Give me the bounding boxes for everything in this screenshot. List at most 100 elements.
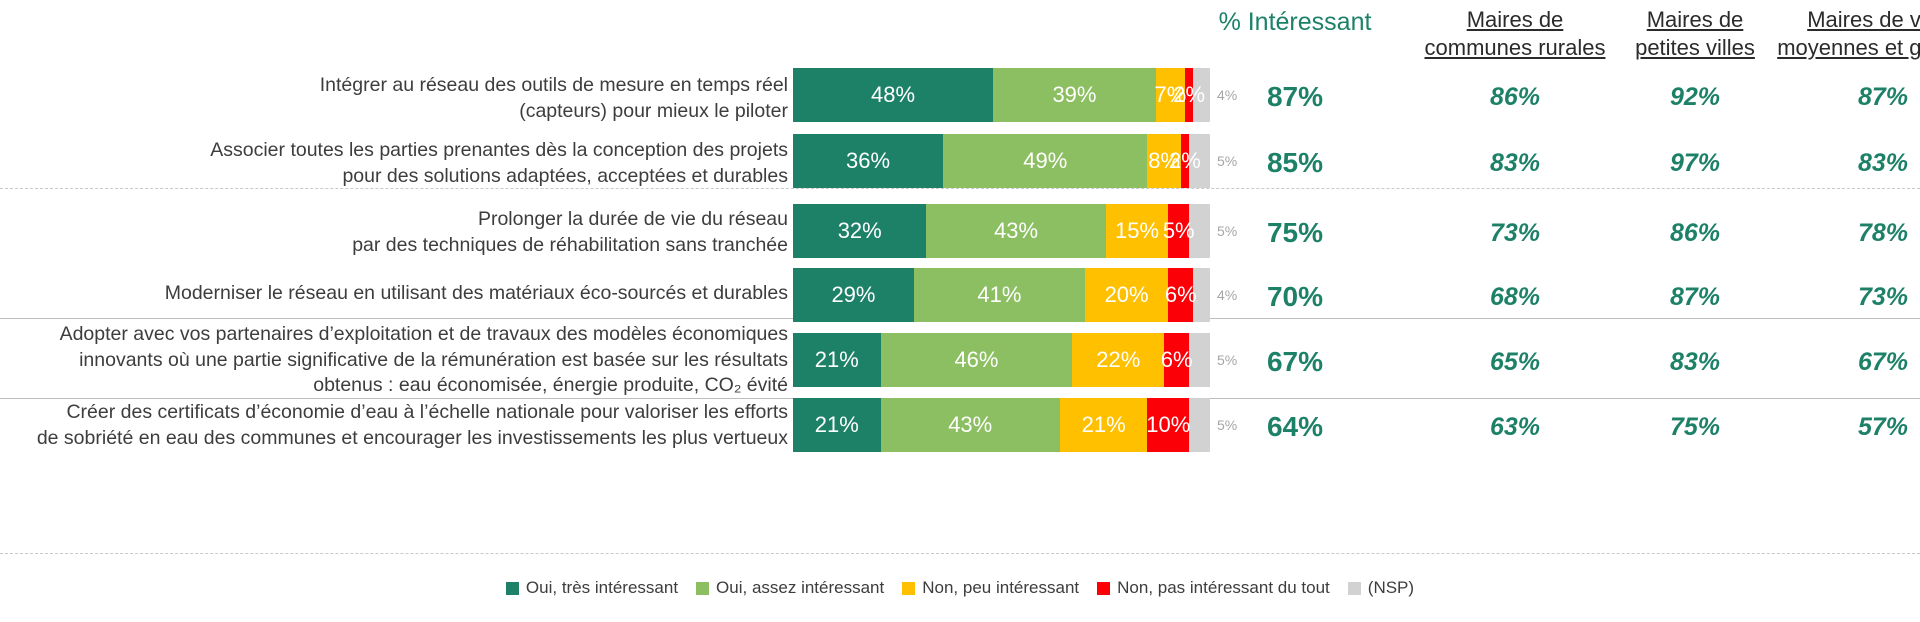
bar-segment-assez: 41% [913, 268, 1085, 322]
total-interessant-value: 64% [1266, 411, 1324, 442]
bar-segment-pas: 2% [1173, 68, 1205, 122]
bar-segment-label-nsp: 4% [1216, 87, 1238, 103]
bar-segment-label: 43% [948, 412, 993, 437]
stacked-bar: 29% 41% 20% 6% 4% [793, 268, 1237, 322]
bar-segment-label: 48% [871, 82, 916, 107]
legend-label: (NSP) [1367, 578, 1415, 597]
bar-segment-label-nsp: 5% [1216, 223, 1238, 239]
stacked-bar: 36% 49% 8% 2% 5% [793, 134, 1237, 188]
bar-segment-label: 5% [1162, 218, 1195, 243]
bar-segment-label: 6% [1164, 282, 1197, 307]
bar-segment-nsp: 5% [1189, 134, 1237, 188]
bar-segment-tres: 21% [793, 333, 881, 387]
breakdown-value-col2: 73% [1857, 283, 1909, 311]
bar-segment-label: 2% [1169, 148, 1201, 173]
row-label-line: Associer toutes les parties prenantes dè… [210, 139, 788, 161]
breakdown-value-col2: 57% [1857, 413, 1909, 441]
row-label: Prolonger la durée de vie du réseau par d… [0, 207, 788, 258]
row-label: Adopter avec vos partenaires d’exploitat… [0, 322, 788, 399]
breakdown-value-col0: 63% [1489, 413, 1541, 441]
breakdown-value-col0: 86% [1489, 83, 1541, 111]
bar-segment-tres: 36% [793, 134, 944, 188]
legend-swatch-icon [1097, 581, 1111, 595]
bar-segment-tres: 21% [793, 398, 881, 452]
breakdown-value-col2: 78% [1857, 219, 1909, 247]
bar-segment-label: 21% [814, 412, 859, 437]
legend-item[interactable]: Oui, assez intéressant [696, 578, 884, 598]
bar-segment-assez: 39% [993, 68, 1156, 122]
header-column-line2: petites villes [1635, 34, 1755, 60]
bar-segment-label: 21% [814, 347, 859, 372]
row-label: Intégrer au réseau des outils de mesure … [0, 73, 788, 124]
total-interessant-value: 67% [1266, 346, 1324, 377]
bar-segment-nsp: 5% [1189, 398, 1237, 452]
legend-swatch-icon [1347, 581, 1361, 595]
bar-segment-label: 6% [1160, 347, 1193, 372]
row-label-line: (capteurs) pour mieux le piloter [519, 99, 788, 122]
bar-segment-label-nsp: 5% [1216, 352, 1238, 368]
legend-swatch-icon [696, 581, 710, 595]
total-interessant-value: 70% [1266, 281, 1324, 312]
breakdown-value-col0: 83% [1489, 149, 1541, 177]
legend-label: Oui, très intéressant [525, 578, 679, 597]
breakdown-value-col2: 87% [1857, 83, 1909, 111]
row-label-line: innovants où une partie significative de… [79, 348, 788, 371]
row-label-line: Intégrer au réseau des outils de mesure … [319, 74, 788, 96]
bar-segment-nsp: 5% [1189, 204, 1237, 258]
breakdown-value-col1: 87% [1669, 283, 1721, 311]
bar-segment-label-nsp: 5% [1216, 153, 1238, 169]
bar-segment-pas: 6% [1165, 268, 1197, 322]
legend-item[interactable]: Oui, très intéressant [505, 578, 679, 598]
legend-label: Non, pas intéressant du tout [1117, 578, 1330, 597]
bar-segment-peu: 21% [1059, 398, 1148, 452]
row-label-line: de sobriété en eau des communes et encou… [36, 426, 788, 449]
bar-segment-pas: 5% [1163, 204, 1195, 258]
stacked-bar: 48% 39% 7% 2% 4% [793, 68, 1237, 122]
breakdown-value-col1: 97% [1669, 149, 1721, 177]
bar-segment-assez: 43% [880, 398, 1060, 452]
bar-segment-pas: 10% [1146, 398, 1191, 452]
row-label-line: Moderniser le réseau en utilisant des ma… [164, 282, 788, 304]
row-label-line: pour des solutions adaptées, acceptées e… [342, 164, 788, 187]
bar-segment-tres: 29% [793, 268, 914, 322]
bar-segment-label: 46% [954, 347, 999, 372]
bar-segment-tres: 32% [793, 204, 927, 258]
legend-item[interactable]: Non, pas intéressant du tout [1097, 578, 1330, 598]
legend-label: Non, peu intéressant [922, 578, 1080, 597]
bar-segment-label: 10% [1146, 412, 1191, 437]
bar-segment-nsp: 4% [1193, 268, 1237, 322]
bar-segment-assez: 46% [880, 333, 1073, 387]
chart-legend: Oui, très intéressant Oui, assez intéress… [0, 578, 1920, 598]
header-column-petites-villes: Maires de petites villes [1605, 6, 1785, 61]
stacked-bar: 21% 43% 21% 10% 5% [793, 398, 1237, 452]
bar-segment-label: 43% [994, 218, 1039, 243]
bar-segment-label: 22% [1096, 347, 1141, 372]
bar-segment-label: 29% [831, 282, 876, 307]
row-label-line: par des techniques de réhabilitation san… [352, 233, 788, 256]
row-label: Associer toutes les parties prenantes dè… [0, 138, 788, 189]
row-label: Créer des certificats d’économie d’eau à… [0, 400, 788, 451]
row-label: Moderniser le réseau en utilisant des ma… [0, 281, 788, 307]
stacked-bar: 21% 46% 22% 6% 5% [793, 333, 1237, 387]
bar-segment-label: 2% [1173, 82, 1206, 107]
header-column-line1: Maires de [1646, 7, 1744, 32]
bar-segment-label: 8% [1148, 148, 1181, 173]
legend-item[interactable]: Non, peu intéressant [902, 578, 1079, 598]
bar-segment-label: 20% [1104, 282, 1149, 307]
bar-segment-nsp: 5% [1189, 333, 1237, 387]
legend-swatch-icon [902, 581, 916, 595]
bar-segment-label: 39% [1052, 82, 1097, 107]
header-column-villes-moyennes-grandes: Maires de villes moyennes et grandes [1768, 6, 1920, 61]
bar-segment-label: 7% [1154, 82, 1187, 107]
bar-segment-assez: 43% [926, 204, 1106, 258]
breakdown-value-col0: 68% [1489, 283, 1541, 311]
chart-header: % Intéressant Maires de communes rurales… [0, 0, 1920, 70]
bar-segment-peu: 20% [1084, 268, 1169, 322]
bar-segment-label: 21% [1081, 412, 1126, 437]
legend-item[interactable]: (NSP) [1347, 578, 1415, 598]
bar-segment-peu: 8% [1147, 134, 1181, 188]
bar-segment-label: 36% [846, 148, 891, 173]
breakdown-value-col0: 65% [1489, 348, 1541, 376]
bar-segment-pas: 2% [1169, 134, 1201, 188]
